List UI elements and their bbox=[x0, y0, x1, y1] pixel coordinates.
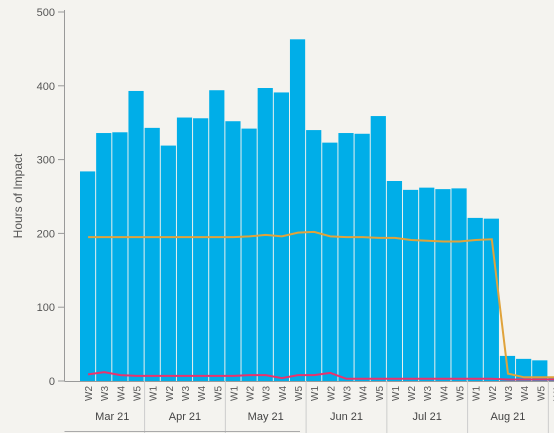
x-tick-label: W1 bbox=[391, 386, 402, 401]
x-tick-label: W5 bbox=[133, 386, 144, 401]
bar bbox=[160, 145, 176, 381]
bar bbox=[370, 116, 386, 381]
y-tick-label: 100 bbox=[37, 302, 55, 314]
x-tick-label: W1 bbox=[229, 386, 240, 401]
x-tick-label: W1 bbox=[149, 386, 160, 401]
bar bbox=[225, 121, 241, 381]
bar bbox=[112, 132, 128, 381]
bar bbox=[354, 133, 370, 381]
x-tick-label: W1 bbox=[310, 386, 321, 401]
bar bbox=[96, 133, 112, 381]
bar bbox=[435, 189, 451, 381]
x-tick-label: W4 bbox=[520, 386, 531, 401]
x-tick-label: W2 bbox=[84, 386, 95, 401]
bar bbox=[128, 90, 144, 381]
bar bbox=[403, 189, 419, 381]
x-tick-label: W1 bbox=[472, 386, 483, 401]
series-line-2 bbox=[87, 371, 554, 381]
x-tick-label: W3 bbox=[423, 386, 434, 401]
x-tick-label: W5 bbox=[213, 386, 224, 401]
x-tick-label: W5 bbox=[375, 386, 386, 401]
bar bbox=[176, 117, 193, 381]
x-tick-label: W2 bbox=[488, 386, 499, 401]
y-tick-label: 500 bbox=[37, 7, 55, 19]
x-tick-label: W2 bbox=[246, 386, 257, 401]
bar bbox=[80, 171, 96, 381]
x-tick-label: W2 bbox=[165, 386, 176, 401]
y-tick-label: 300 bbox=[37, 155, 55, 167]
series-lines bbox=[87, 230, 554, 381]
x-tick-label: W2 bbox=[407, 386, 418, 401]
x-tick-label: W5 bbox=[536, 386, 547, 401]
bar bbox=[532, 360, 548, 381]
x-tick-label: W1 bbox=[552, 386, 554, 401]
x-tick-label: W4 bbox=[439, 386, 450, 401]
x-tick-label: W3 bbox=[262, 386, 273, 401]
x-tick-label: W4 bbox=[278, 386, 289, 401]
month-label: May 21 bbox=[248, 411, 284, 423]
bar bbox=[467, 217, 483, 381]
bar bbox=[338, 133, 354, 381]
month-label: Aug 21 bbox=[491, 411, 526, 423]
x-tick-label: W2 bbox=[326, 386, 337, 401]
bar bbox=[306, 130, 322, 381]
bar bbox=[289, 39, 306, 382]
x-tick-label: W3 bbox=[504, 386, 515, 401]
y-tick-label: 0 bbox=[49, 376, 55, 388]
bar bbox=[193, 118, 209, 382]
x-tick-label: W3 bbox=[342, 386, 353, 401]
bar bbox=[241, 128, 257, 381]
bar bbox=[386, 181, 403, 381]
y-axis: 0 100 200 300 400 500 bbox=[37, 7, 65, 388]
x-tick-label: W4 bbox=[116, 386, 127, 401]
month-label: Jun 21 bbox=[330, 411, 363, 423]
month-label: Apr 21 bbox=[169, 411, 201, 423]
bar bbox=[322, 142, 338, 381]
bar bbox=[209, 90, 225, 381]
month-label: Mar 21 bbox=[95, 411, 129, 423]
x-tick-label: W3 bbox=[100, 386, 111, 401]
series-line-1 bbox=[88, 230, 554, 379]
x-tick-label: W5 bbox=[456, 386, 467, 401]
bar bbox=[419, 187, 435, 381]
bar bbox=[451, 188, 467, 381]
x-tick-label: W3 bbox=[181, 386, 192, 401]
x-tick-label: W5 bbox=[294, 386, 305, 401]
y-axis-label: Hours of Impact bbox=[11, 153, 25, 238]
x-tick-label: W4 bbox=[197, 386, 208, 401]
y-tick-label: 200 bbox=[37, 228, 55, 240]
bars bbox=[80, 39, 554, 382]
x-tick-label: W4 bbox=[359, 386, 370, 401]
bar bbox=[144, 127, 160, 382]
y-tick-label: 400 bbox=[37, 81, 55, 93]
x-axis: W2 W3 W4 W5 W1 W2 W3 W4 W5 W1 W2 W3 W4 W5 W1 W2 W3 W4 W5 W1… bbox=[64, 381, 554, 433]
month-label: Jul 21 bbox=[413, 411, 442, 423]
